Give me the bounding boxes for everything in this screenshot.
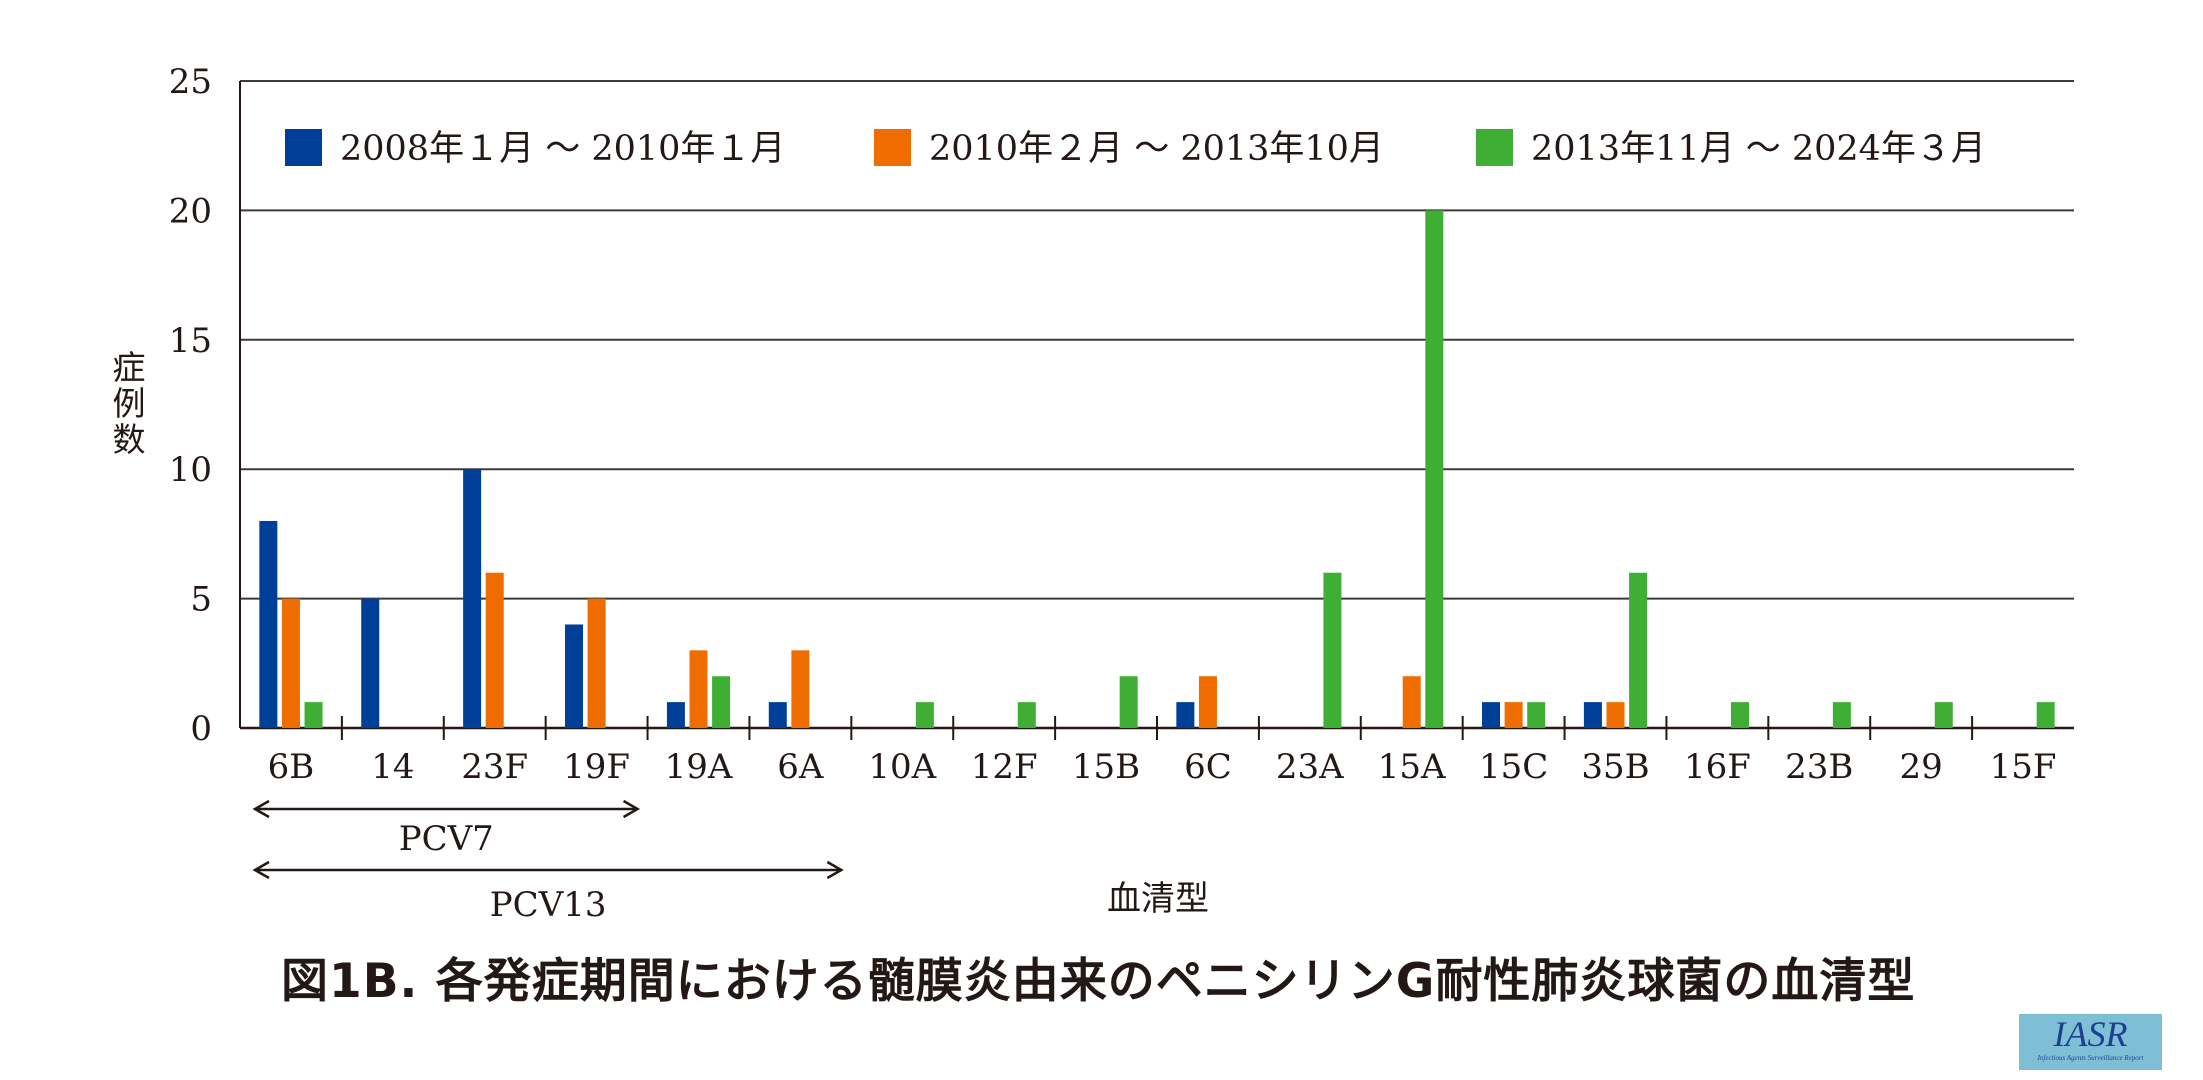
y-axis-label: 症例数	[107, 350, 146, 458]
legend-swatch	[285, 129, 322, 166]
legend-label: 2010年２月 ～ 2013年10月	[929, 129, 1384, 169]
bar-6B-series-3	[304, 702, 323, 728]
x-tick-label: 16F	[1684, 747, 1751, 787]
bar-16F-series-3	[1730, 702, 1749, 728]
bar-23A-series-3	[1323, 572, 1342, 728]
y-tick-label: 20	[169, 191, 212, 231]
bar-15A-series-2	[1402, 676, 1421, 728]
y-tick-label: 15	[169, 321, 212, 361]
bar-35B-series-3	[1629, 572, 1648, 728]
x-tick-label: 6C	[1184, 747, 1232, 787]
figure-title: 図1B. 各発症期間における髄膜炎由来のペニシリンG耐性肺炎球菌の血清型	[281, 954, 1916, 1009]
bar-23F-series-1	[463, 469, 482, 728]
x-axis-label: 血清型	[1107, 879, 1209, 919]
bar-6C-series-2	[1198, 676, 1217, 728]
y-tick-label: 5	[190, 580, 212, 620]
bar-15C-series-2	[1504, 702, 1523, 728]
x-tick-label: 19F	[563, 747, 630, 787]
bar-19F-series-2	[587, 598, 606, 728]
bar-15C-series-1	[1482, 702, 1501, 728]
bar-12F-series-3	[1017, 702, 1036, 728]
annotation-label: PCV13	[490, 885, 607, 925]
legend-swatch	[874, 129, 911, 166]
logo-text: IASR	[2053, 1014, 2128, 1054]
x-tick-label: 23F	[461, 747, 528, 787]
bar-15F-series-3	[2036, 702, 2055, 728]
bar-6B-series-2	[281, 598, 300, 728]
legend-label: 2008年１月 ～ 2010年１月	[340, 129, 785, 169]
x-tick-label: 29	[1900, 747, 1943, 787]
bar-6B-series-1	[259, 520, 278, 728]
x-tick-label: 15F	[1990, 747, 2057, 787]
legend-label: 2013年11月 ～ 2024年３月	[1531, 129, 1986, 169]
bar-19A-series-1	[666, 702, 685, 728]
x-tick-label: 19A	[665, 747, 733, 787]
x-tick-label: 23B	[1785, 747, 1853, 787]
bar-23B-series-3	[1832, 702, 1851, 728]
bar-29-series-3	[1934, 702, 1953, 728]
bar-19A-series-2	[689, 650, 708, 728]
bar-6A-series-2	[791, 650, 810, 728]
x-tick-label: 14	[371, 747, 414, 787]
bar-15C-series-3	[1527, 702, 1546, 728]
bar-35B-series-2	[1606, 702, 1625, 728]
bar-15B-series-3	[1119, 676, 1138, 728]
bar-15A-series-3	[1425, 210, 1444, 728]
x-tick-label: 35B	[1581, 747, 1649, 787]
arrowhead	[252, 799, 641, 819]
y-tick-label: 10	[169, 450, 212, 490]
bar-6A-series-1	[768, 702, 787, 728]
annotation-label: PCV7	[399, 819, 494, 859]
legend-swatch	[1476, 129, 1513, 166]
bar-35B-series-1	[1583, 702, 1602, 728]
x-tick-label: 6B	[268, 747, 315, 787]
x-tick-label: 15B	[1072, 747, 1140, 787]
bar-19A-series-3	[712, 676, 731, 728]
bar-10A-series-3	[915, 702, 934, 728]
logo-subtext: Infectious Agents Surveillance Report	[2037, 1054, 2144, 1062]
x-tick-label: 15C	[1479, 747, 1548, 787]
x-tick-label: 6A	[777, 747, 824, 787]
bar-14-series-1	[361, 598, 380, 728]
bar-19F-series-1	[565, 624, 584, 728]
x-tick-label: 10A	[868, 747, 936, 787]
bar-6C-series-1	[1176, 702, 1195, 728]
arrowhead	[252, 860, 844, 880]
bar-23F-series-2	[485, 572, 504, 728]
x-tick-label: 12F	[971, 747, 1038, 787]
iasr-logo: IASR Infectious Agents Surveillance Repo…	[2019, 1014, 2162, 1070]
x-tick-label: 15A	[1378, 747, 1446, 787]
y-tick-label: 25	[169, 62, 212, 102]
y-tick-label: 0	[190, 709, 212, 749]
x-tick-label: 23A	[1276, 747, 1344, 787]
